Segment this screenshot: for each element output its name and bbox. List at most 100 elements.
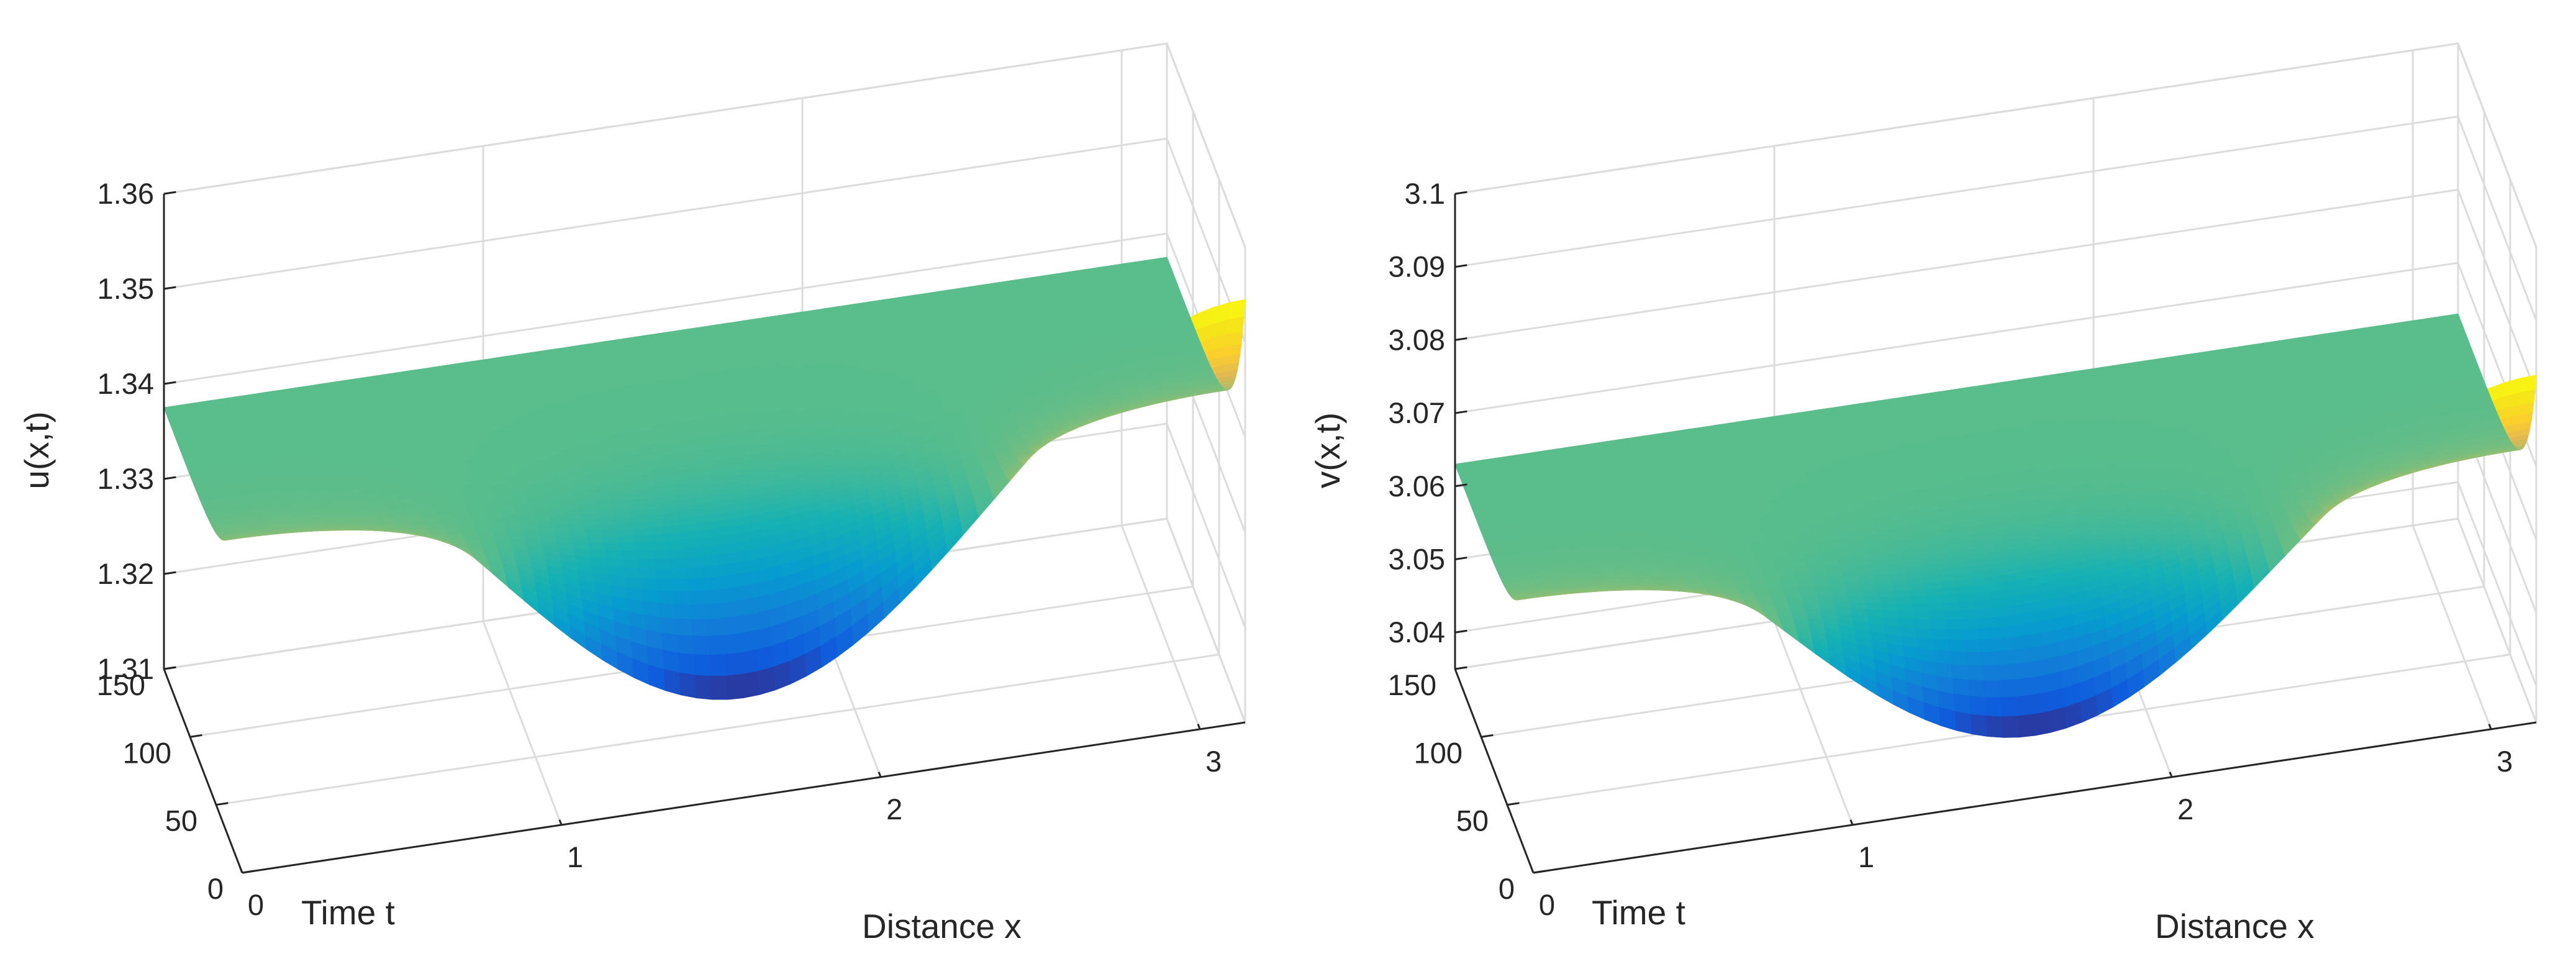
plot-u-surface-patch	[636, 549, 655, 560]
plot-v-surface-patch	[1979, 638, 1998, 652]
plot-v-surface-patch	[1944, 609, 1962, 620]
plot-u-surface-patch	[524, 534, 542, 542]
plot-v-surface-patch	[1958, 600, 1977, 611]
plot-v-surface-patch	[2015, 676, 2033, 697]
plot-v-surface-patch	[1964, 639, 1982, 652]
plot-v-surface-patch	[1882, 616, 1901, 627]
plot-v-surface-patch	[2017, 713, 2036, 738]
plot-u-surface-patch	[605, 557, 624, 568]
plot-u-surface-patch	[489, 526, 508, 531]
plot-u-surface-patch	[688, 589, 707, 605]
plot-v-surface-patch	[1961, 617, 1979, 629]
plot-u-surface-patch	[640, 577, 658, 591]
plot-v-surface-patch	[1933, 649, 1952, 664]
plot-u-surface-patch	[491, 529, 509, 535]
plot-v-surface-patch	[1895, 603, 1914, 611]
plot-v-surface-patch	[1926, 594, 1944, 604]
plot-v-surface-patch	[1997, 663, 2016, 681]
plot-v-surface-patch	[1798, 586, 1816, 591]
plot-u-zgrid-4	[163, 137, 1246, 343]
plot-v-surface-patch	[1815, 590, 1833, 596]
plot-u-surface-patch	[650, 540, 669, 551]
plot-u-surface-patch	[638, 567, 657, 580]
plot-v-surface-patch	[1986, 715, 2004, 738]
plot-u-surface-patch	[673, 590, 691, 605]
plot-v-surface-patch	[1966, 664, 1985, 681]
plot-u-surface-patch	[706, 617, 725, 636]
plot-u-surface-patch	[670, 567, 688, 580]
plot-u-surface-patch	[649, 533, 668, 543]
plot-u-surface-patch	[623, 567, 642, 578]
plot-v-surface-patch	[1936, 675, 1954, 694]
plot-u-surface-patch	[740, 649, 759, 675]
plot-v-surface-patch	[1967, 678, 1986, 698]
plot-u-surface-patch	[539, 535, 558, 542]
plot-v-surface-patch	[1844, 585, 1863, 591]
plot-v-surface-patch	[1829, 585, 1848, 591]
plot-u-surface-patch	[552, 524, 571, 531]
plot-v-surface-patch	[1862, 590, 1880, 598]
plot-v-surface-patch	[1982, 664, 2000, 681]
plot-u-surface-patch	[655, 578, 674, 591]
plot-u-surface-patch	[695, 674, 713, 700]
plot-u-surface-patch	[666, 539, 684, 550]
plot-u-surface-patch	[661, 631, 679, 653]
plot-u-xtick-label: 2	[886, 793, 902, 826]
plot-u-surface-patch	[678, 652, 696, 675]
plot-v-surface-patch	[1977, 616, 1995, 629]
plot-u-ztick-label: 1.34	[98, 367, 154, 400]
plot-u-surface-patch	[718, 573, 737, 589]
plot-v-surface-patch	[2000, 696, 2018, 717]
plot-v-surface-patch	[1908, 588, 1927, 597]
plot-u-surface-patch	[653, 558, 671, 569]
plot-v-surface-patch	[1993, 625, 2012, 639]
plot-v-surface-patch	[1984, 696, 2003, 717]
plot-v-surface-patch	[1799, 589, 1818, 596]
plot-v-surface-patch	[1913, 610, 1931, 620]
plot-v-surface-patch	[1949, 650, 1967, 665]
plot-u-surface-patch	[474, 526, 492, 530]
plot-u-xlabel: Distance x	[862, 907, 1022, 945]
plot-u-surface-patch	[675, 617, 694, 636]
plot-u-surface-patch	[522, 530, 541, 536]
plot-u-surface-patch	[710, 675, 728, 700]
plot-v-surface-patch	[1898, 617, 1916, 629]
plot-v-surface-patch	[1930, 619, 1948, 630]
plot-v-surface-patch	[1831, 595, 1850, 603]
plot-u-surface	[163, 257, 1246, 700]
plot-v-surface-patch	[1941, 593, 1960, 603]
plot-u-surface-patch	[720, 586, 738, 603]
plot-v-surface-patch	[1846, 590, 1864, 597]
plot-u-ttick-label: 50	[165, 804, 197, 837]
plot-u-surface-patch	[726, 673, 745, 700]
plot-v-surface-patch	[1931, 628, 1949, 640]
plot-v-surface-patch	[1912, 603, 1930, 611]
plot-v-surface-patch	[1918, 647, 1936, 663]
plot-u-surface-patch	[620, 550, 638, 560]
plot-u-surface-patch	[700, 554, 719, 567]
plot-u-surface-patch	[616, 528, 635, 537]
plot-u-surface-patch	[604, 549, 623, 559]
plot-u-surface-patch	[537, 525, 555, 531]
plot-u-surface-patch	[538, 530, 556, 537]
plot-u-surface-patch	[635, 541, 653, 551]
plot-v-surface-patch	[1962, 627, 1980, 640]
plot-v-surface-patch	[1932, 638, 1951, 652]
plot-u-surface-patch	[633, 534, 651, 544]
plot-v-surface-patch	[1751, 586, 1769, 591]
plot-u-surface-patch	[660, 616, 678, 635]
plot-u-surface-patch	[693, 653, 712, 676]
plot-v-surface-patch	[1927, 602, 1946, 611]
plot-u-surface-patch	[590, 556, 609, 567]
plot-u-surface-patch	[667, 548, 686, 559]
plot-v-surface-patch	[1943, 601, 1961, 611]
plot-v-surface-patch	[1876, 584, 1895, 591]
plot-u-surface-patch	[757, 665, 776, 696]
plot-u-surface-patch	[723, 632, 742, 655]
plot-u-surface-patch	[607, 565, 625, 577]
plot-u-zgrid-0	[163, 517, 1246, 723]
plot-u-surface-patch	[569, 530, 587, 537]
plot-u-ttick-label: 100	[123, 736, 171, 769]
plot-u-surface-patch	[701, 564, 720, 578]
